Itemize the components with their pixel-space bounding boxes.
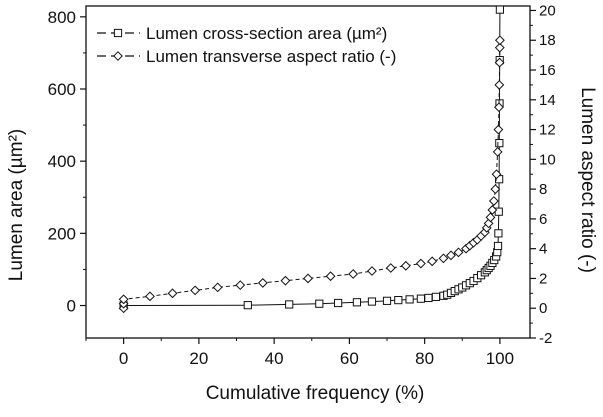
- legend: Lumen cross-section area (µm²) Lumen tran…: [97, 24, 396, 66]
- y-tick-label: 600: [48, 80, 76, 99]
- x-tick-label: 60: [340, 349, 359, 368]
- square-marker: [315, 299, 324, 308]
- legend-marker: [113, 28, 123, 38]
- diamond-marker: [118, 294, 129, 305]
- diamond-marker: [483, 218, 494, 229]
- axis-ticks: 0 20 40 60 80 100 0 200 400 600 800 -2 0 2 4 6 8 10 12 14 16…: [48, 2, 556, 368]
- y2-tick-label: 8: [539, 181, 547, 198]
- y2-tick-label: -2: [539, 330, 552, 347]
- square-marker: [334, 298, 343, 308]
- square-marker: [405, 295, 414, 304]
- y-axis-label: Lumen area (µm²): [6, 129, 27, 281]
- plot-border: [85, 5, 531, 339]
- diamond-marker: [487, 205, 498, 215]
- diamond-marker: [415, 258, 426, 269]
- x-tick-label: 0: [119, 349, 128, 368]
- y2-tick-label: 10: [539, 151, 556, 168]
- series-1: [119, 5, 504, 310]
- y2-tick-label: 20: [539, 2, 556, 19]
- y2-tick-label: 0: [539, 300, 547, 317]
- y-tick-label: 400: [48, 152, 76, 171]
- square-marker: [424, 293, 433, 303]
- diamond-marker: [438, 253, 449, 264]
- diamond-marker: [494, 35, 505, 46]
- diamond-marker: [446, 250, 456, 261]
- diamond-marker: [348, 269, 359, 279]
- y2-tick-label: 18: [539, 32, 556, 49]
- diamond-marker: [427, 256, 438, 267]
- square-marker: [382, 296, 392, 305]
- y2-tick-label: 12: [539, 122, 556, 139]
- diamond-marker: [325, 271, 336, 282]
- square-marker: [495, 139, 504, 148]
- square-marker: [416, 294, 425, 303]
- y2-tick-label: 4: [539, 241, 547, 258]
- square-marker: [495, 5, 504, 14]
- diamond-marker: [493, 124, 504, 135]
- series-layer: [118, 5, 505, 314]
- square-marker: [394, 296, 403, 305]
- diamond-marker: [453, 247, 464, 258]
- diamond-marker: [367, 266, 377, 276]
- diamond-marker: [385, 263, 396, 273]
- x-tick-label: 40: [265, 349, 284, 368]
- diamond-marker: [488, 196, 499, 206]
- square-marker: [367, 297, 377, 306]
- x-tick-label: 100: [486, 349, 514, 368]
- diamond-marker: [485, 212, 496, 223]
- diamond-marker: [190, 285, 201, 296]
- legend-item: Lumen cross-section area (µm²): [97, 24, 387, 43]
- diamond-marker: [212, 282, 223, 293]
- plot-frame: [85, 5, 531, 339]
- diamond-marker: [494, 42, 505, 53]
- series-line: [123, 40, 501, 309]
- x-axis-label: Cumulative frequency (%): [206, 383, 425, 404]
- square-marker: [493, 241, 503, 251]
- y2-tick-label: 2: [539, 270, 547, 287]
- x-tick-label: 20: [189, 349, 208, 368]
- legend-label: Lumen transverse aspect ratio (-): [146, 47, 396, 66]
- diamond-marker: [494, 57, 505, 68]
- square-marker: [352, 298, 362, 307]
- diamond-marker: [280, 275, 291, 286]
- diamond-marker: [400, 260, 411, 271]
- y-tick-label: 200: [48, 224, 76, 243]
- diamond-marker: [491, 169, 502, 180]
- legend-marker: [113, 51, 123, 61]
- y-tick-label: 0: [67, 297, 76, 316]
- y2-tick-label: 14: [539, 92, 556, 109]
- diamond-marker: [494, 102, 504, 113]
- legend-item: Lumen transverse aspect ratio (-): [97, 47, 396, 66]
- legend-label: Lumen cross-section area (µm²): [146, 24, 387, 43]
- x-tick-label: 80: [415, 349, 434, 368]
- series-2: [118, 35, 505, 314]
- diamond-marker: [257, 278, 268, 288]
- y2-axis-label: Lumen aspect ratio (-): [577, 87, 598, 273]
- y2-tick-label: 6: [539, 211, 547, 228]
- diamond-marker: [490, 184, 501, 195]
- square-marker: [285, 300, 294, 309]
- y-tick-label: 800: [48, 8, 76, 27]
- diamond-marker: [235, 280, 246, 291]
- y2-tick-label: 16: [539, 62, 556, 79]
- diamond-marker: [167, 288, 178, 299]
- diamond-marker: [145, 291, 155, 302]
- square-marker: [431, 292, 441, 301]
- diamond-marker: [492, 146, 503, 157]
- square-marker: [494, 229, 503, 238]
- square-marker: [243, 301, 252, 310]
- diamond-marker: [303, 273, 313, 284]
- diamond-marker: [494, 79, 505, 90]
